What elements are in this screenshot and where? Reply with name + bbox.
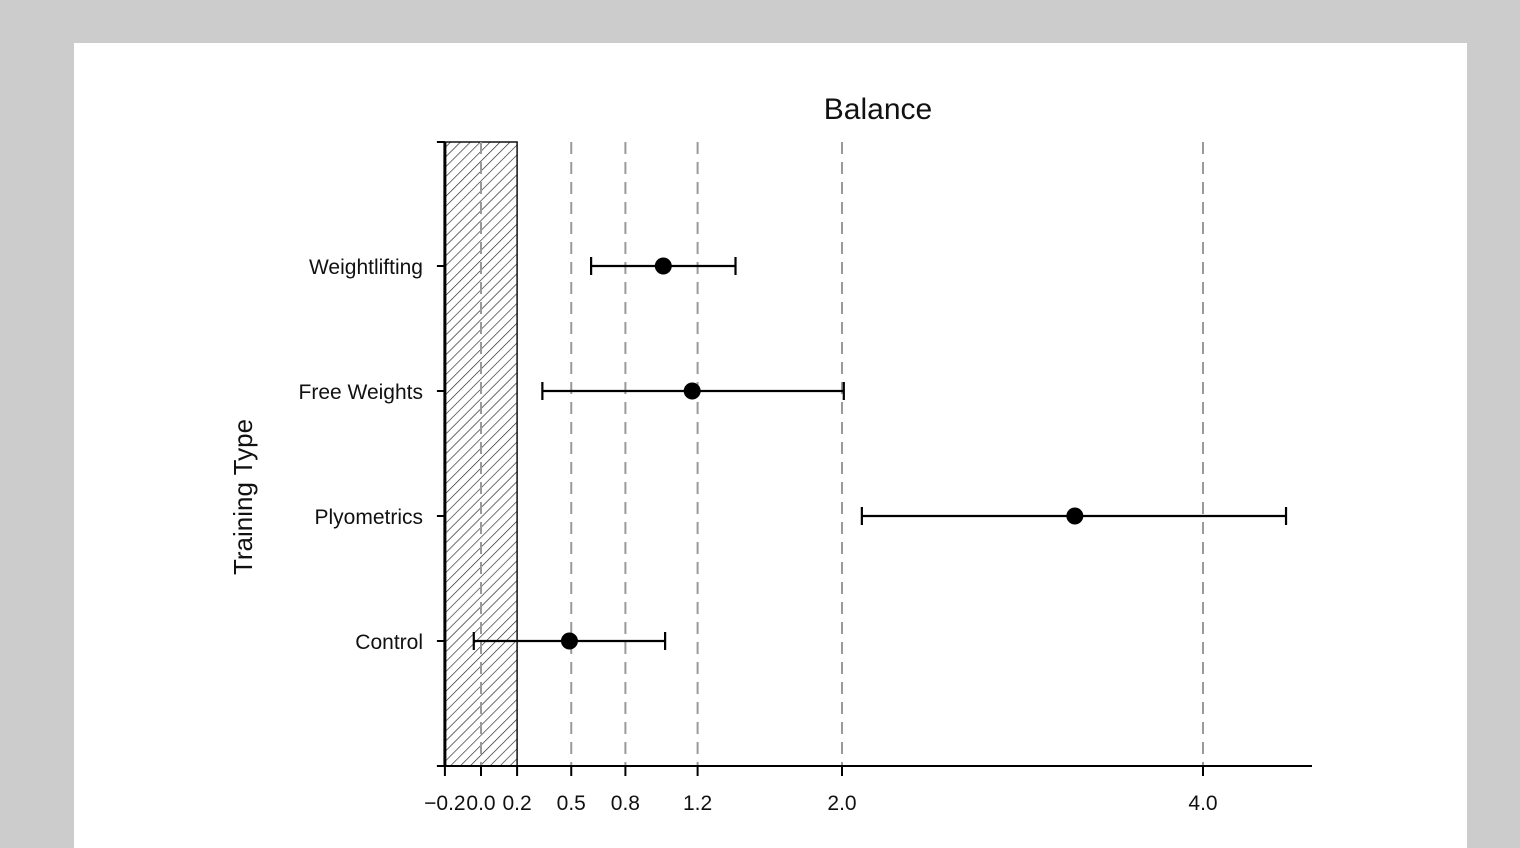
point-marker: [683, 382, 701, 400]
x-tick-label: 1.2: [683, 792, 712, 815]
point-marker: [1066, 507, 1084, 525]
axes: [436, 141, 1312, 776]
y-tick-label: Weightlifting: [309, 256, 423, 279]
reference-lines: [480, 142, 1204, 766]
x-tick-label: 0.8: [611, 792, 640, 815]
y-tick-label: Free Weights: [299, 381, 424, 404]
x-tick-label: 2.0: [827, 792, 856, 815]
y-axis-label: Training Type: [228, 419, 258, 575]
data-point-free-weights: [541, 382, 845, 400]
x-tick-labels: −0.2 0.0 0.2 0.5 0.8 1.2 2.0 4.0: [424, 792, 1217, 815]
data-point-control: [472, 632, 667, 650]
x-tick-label: 0.5: [557, 792, 586, 815]
chart-title: Balance: [824, 93, 932, 126]
y-tick-label: Plyometrics: [314, 506, 423, 529]
y-tick-labels: Weightlifting Free Weights Plyometrics Cont…: [299, 256, 424, 654]
x-tick-label: 4.0: [1188, 792, 1217, 815]
data-points: [472, 257, 1288, 650]
forest-plot: Balance Training Type Weightlifting Free …: [228, 93, 1312, 815]
data-point-weightlifting: [590, 257, 737, 275]
chart-panel: Balance Training Type Weightlifting Free …: [74, 43, 1467, 848]
x-tick-label: 0.0: [466, 792, 495, 815]
x-tick-label: −0.2: [424, 792, 465, 815]
x-tick-label: 0.2: [502, 792, 531, 815]
point-marker: [654, 257, 672, 275]
data-point-plyometrics: [860, 507, 1288, 525]
point-marker: [560, 632, 578, 650]
y-tick-label: Control: [355, 631, 423, 654]
